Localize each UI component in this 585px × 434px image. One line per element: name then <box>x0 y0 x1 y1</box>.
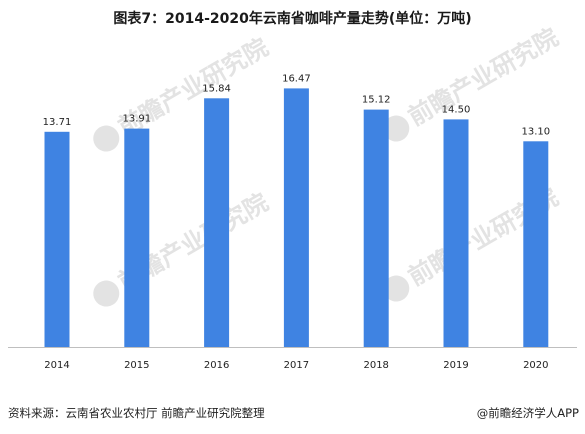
source-note: 资料来源：云南省农业农村厅 前瞻产业研究院整理 <box>8 406 265 420</box>
bar-value-label-2017: 16.47 <box>282 73 311 84</box>
bar-2018 <box>363 109 389 347</box>
x-tick-label-2017: 2017 <box>284 360 309 371</box>
x-tick-label-2018: 2018 <box>363 360 388 371</box>
bar-2015 <box>124 128 150 347</box>
x-tick-label-2014: 2014 <box>44 360 69 371</box>
bar-2020 <box>523 141 549 347</box>
x-tick-label-2020: 2020 <box>523 360 548 371</box>
x-tick-label-2016: 2016 <box>204 360 229 371</box>
brand-credit: @前瞻经济学人APP <box>476 406 579 420</box>
x-tick-label-2019: 2019 <box>443 360 468 371</box>
x-tick-label-2015: 2015 <box>124 360 149 371</box>
bar-value-label-2015: 13.91 <box>122 114 151 125</box>
bar-value-label-2020: 13.10 <box>521 126 550 137</box>
bar-value-label-2019: 14.50 <box>442 104 471 115</box>
bar-value-label-2016: 15.84 <box>202 83 231 94</box>
bar-value-label-2018: 15.12 <box>362 95 391 106</box>
bar-2017 <box>283 88 309 348</box>
bar-2016 <box>204 98 230 347</box>
chart-title: 图表7：2014-2020年云南省咖啡产量走势(单位：万吨) <box>113 11 472 27</box>
bar-value-label-2014: 13.71 <box>43 117 72 128</box>
bar-2019 <box>443 119 469 348</box>
bar-2014 <box>44 131 70 347</box>
bar-chart: 13.71 2014 13.91 2015 15.84 2016 16.47 2017 15.1… <box>8 73 577 371</box>
